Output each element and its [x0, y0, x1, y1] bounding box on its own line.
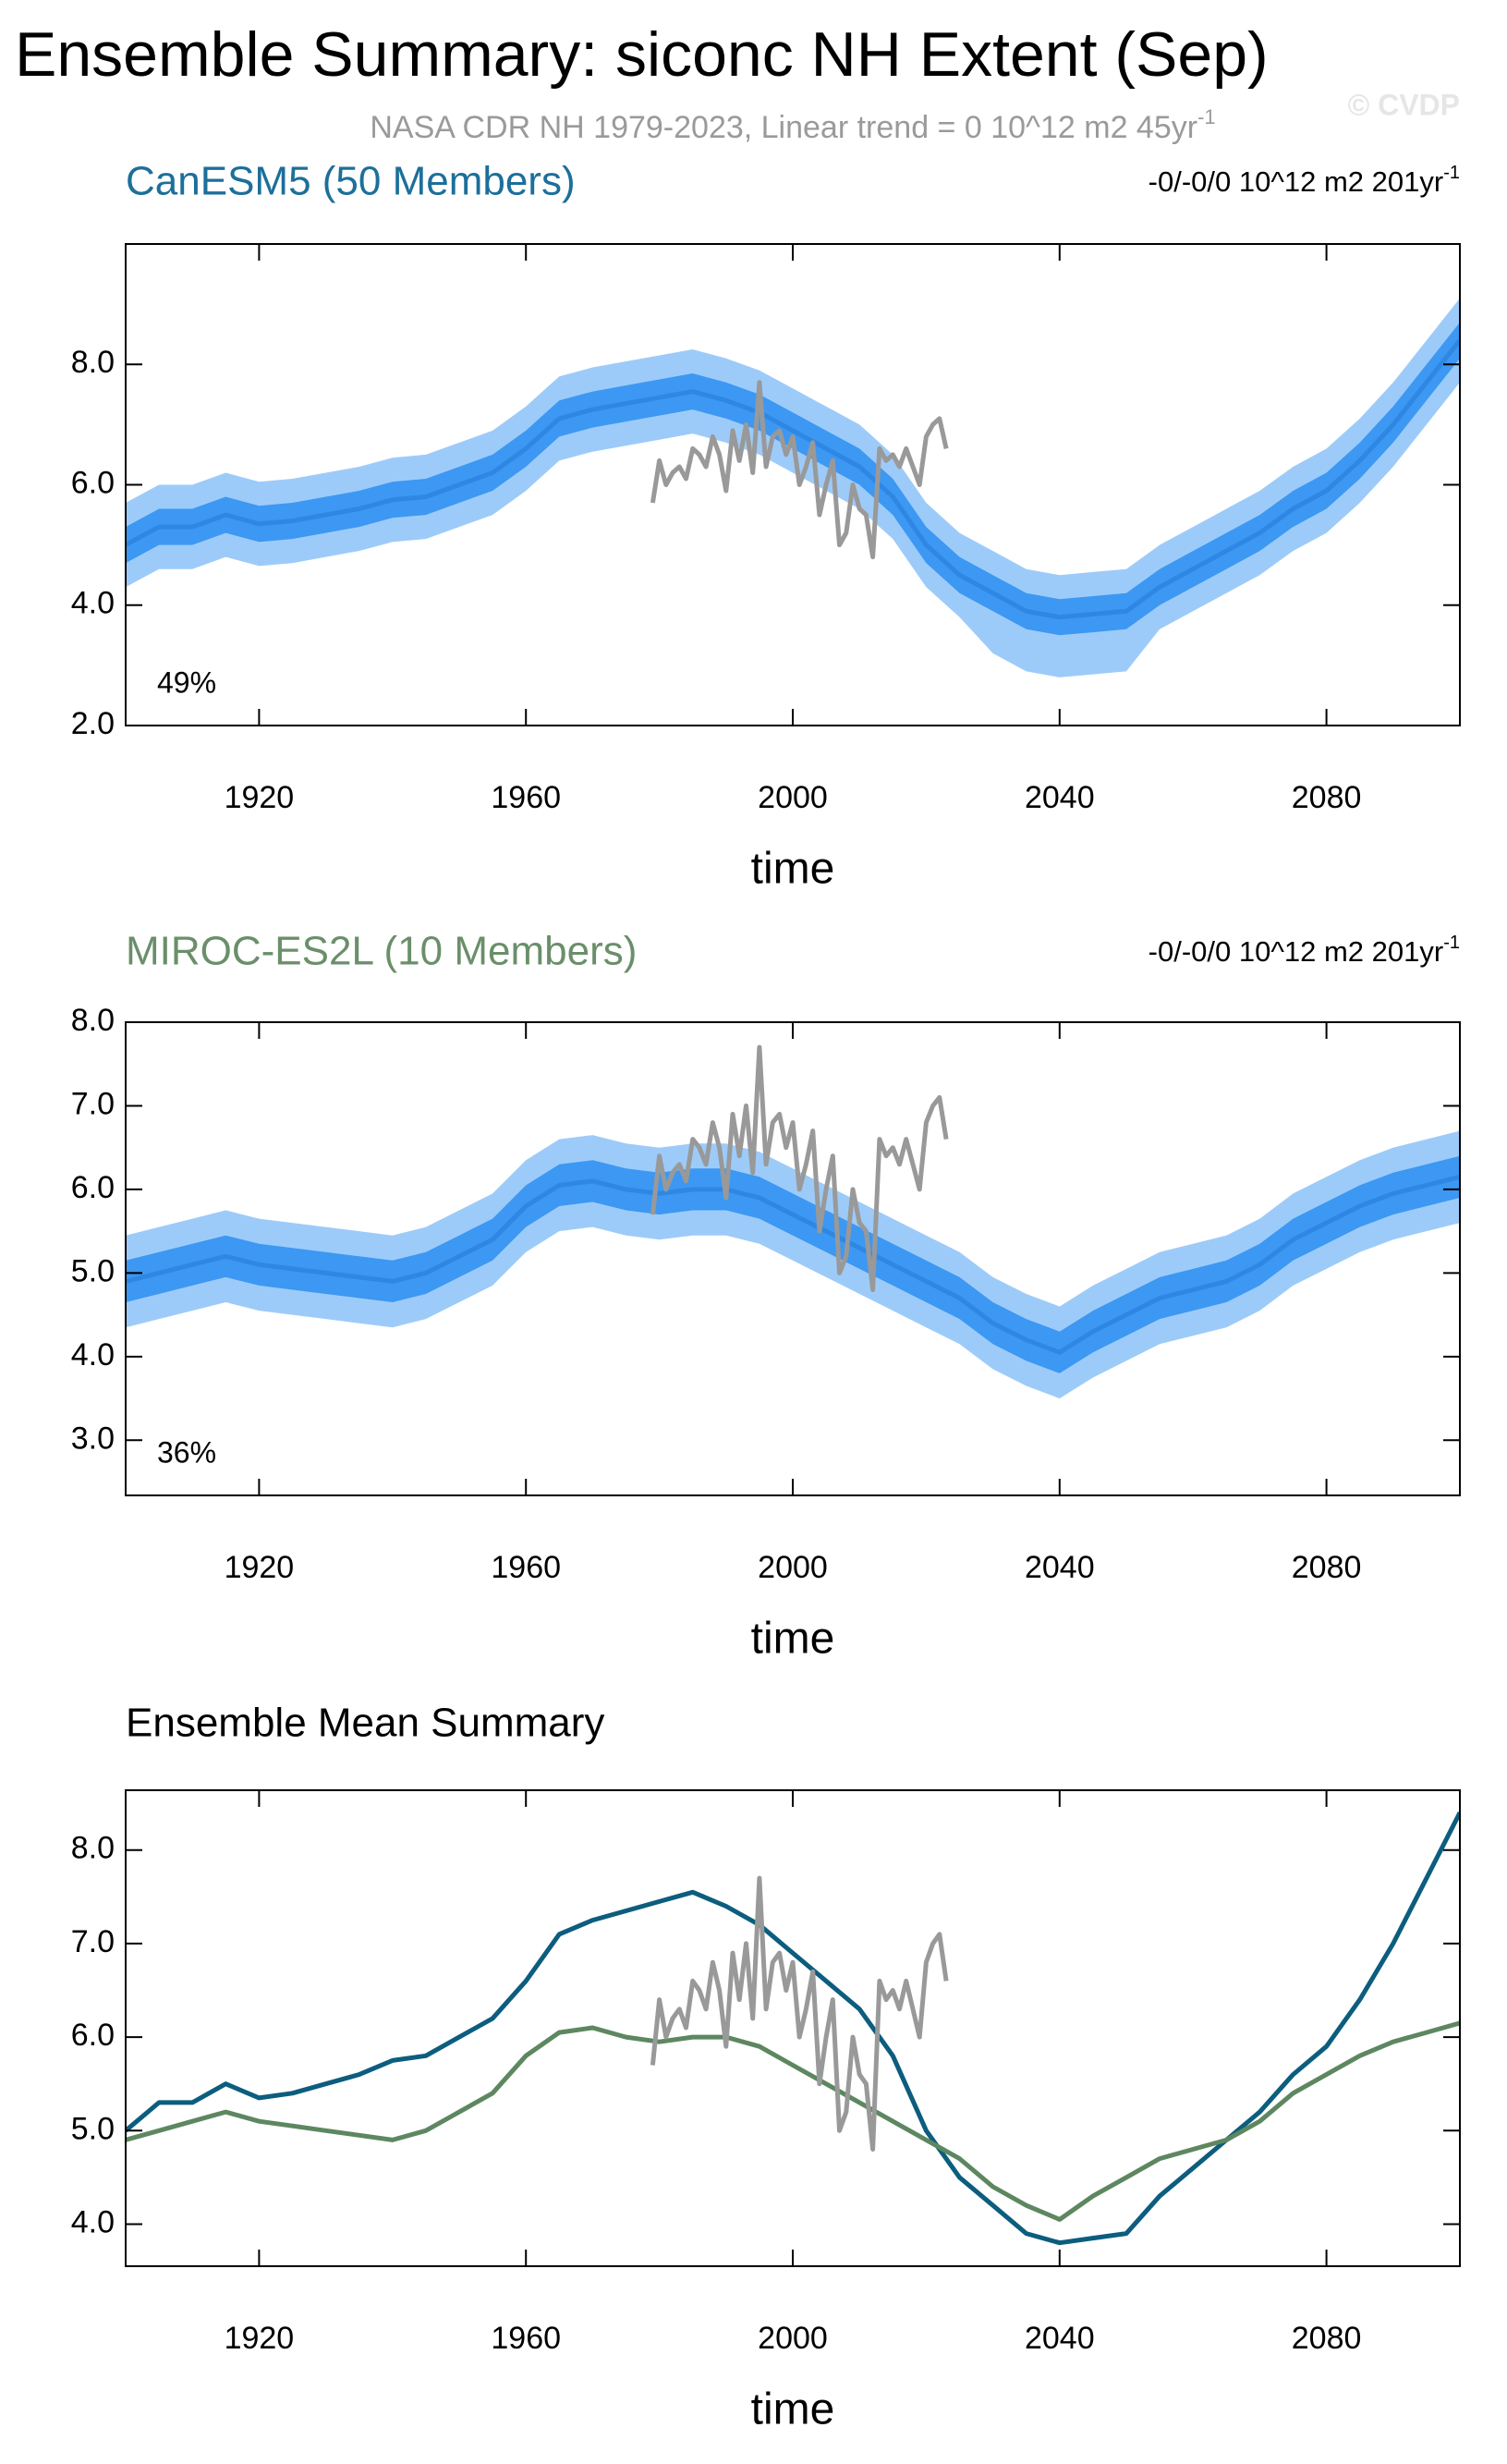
panel-trend: -0/-0/0 10^12 m2 201yr-1	[1148, 163, 1460, 198]
panel-trend-sup: -1	[1443, 163, 1460, 183]
y-tick-label: 3.0	[71, 1421, 115, 1456]
y-tick-label: 5.0	[71, 1253, 115, 1288]
series-line	[126, 338, 1460, 620]
x-tick-label: 2000	[758, 2321, 828, 2356]
series-line	[650, 1044, 949, 1292]
annotation: 36%	[157, 1435, 216, 1469]
x-axis-label: time	[751, 2385, 835, 2434]
y-tick-label: 7.0	[71, 1086, 115, 1121]
y-tick-label: 4.0	[71, 2204, 115, 2239]
x-tick-label: 1920	[225, 2321, 295, 2356]
x-tick-label: 2080	[1292, 2321, 1362, 2356]
x-tick-label: 1920	[225, 1550, 295, 1585]
spread-band	[126, 298, 1460, 677]
x-tick-label: 2000	[758, 1550, 828, 1585]
x-tick-label: 2040	[1025, 780, 1095, 815]
y-tick-label: 4.0	[71, 1337, 115, 1372]
plot-area	[126, 1044, 1460, 1399]
x-tick-label: 1960	[491, 2321, 561, 2356]
x-tick-label: 2040	[1025, 1550, 1095, 1585]
panel-trend-text: -0/-0/0 10^12 m2 201yr	[1148, 935, 1444, 968]
y-tick-label: 8.0	[71, 1831, 115, 1866]
page-title: Ensemble Summary: siconc NH Extent (Sep)	[15, 19, 1269, 90]
subtitle-sup: -1	[1197, 105, 1216, 128]
plot-area	[126, 1811, 1460, 2246]
y-tick-label: 8.0	[71, 1003, 115, 1038]
y-tick-label: 8.0	[71, 345, 115, 380]
x-tick-label: 1960	[491, 780, 561, 815]
x-axis-label: time	[751, 845, 835, 894]
series-line	[126, 1174, 1460, 1355]
series-line	[650, 380, 949, 560]
y-tick-label: 4.0	[71, 586, 115, 621]
panel-trend-sup: -1	[1443, 933, 1460, 953]
subtitle-text: NASA CDR NH 1979-2023, Linear trend = 0 …	[370, 110, 1197, 145]
y-tick-label: 6.0	[71, 2018, 115, 2053]
series-line	[126, 2020, 1460, 2222]
y-tick-label: 6.0	[71, 465, 115, 500]
x-tick-label: 2000	[758, 780, 828, 815]
x-tick-label: 1960	[491, 1550, 561, 1585]
x-tick-label: 1920	[225, 780, 295, 815]
x-axis-label: time	[751, 1615, 835, 1664]
panel-trend-text: -0/-0/0 10^12 m2 201yr	[1148, 165, 1444, 198]
spread-band	[126, 1155, 1460, 1373]
x-tick-label: 2080	[1292, 780, 1362, 815]
x-tick-label: 2040	[1025, 2321, 1095, 2356]
panel-title: MIROC-ES2L (10 Members)	[126, 929, 637, 974]
plot-area	[126, 298, 1460, 677]
y-tick-label: 7.0	[71, 1924, 115, 1959]
x-tick-label: 2080	[1292, 1550, 1362, 1585]
y-tick-label: 2.0	[71, 706, 115, 741]
panel-trend: -0/-0/0 10^12 m2 201yr-1	[1148, 933, 1460, 968]
series-line	[650, 1875, 949, 2152]
watermark: © CVDP	[1348, 88, 1460, 121]
panel-title: CanESM5 (50 Members)	[126, 159, 576, 204]
y-tick-label: 6.0	[71, 1170, 115, 1205]
subtitle: NASA CDR NH 1979-2023, Linear trend = 0 …	[370, 105, 1215, 145]
series-line	[126, 1811, 1460, 2246]
y-tick-label: 5.0	[71, 2111, 115, 2146]
panel-title: Ensemble Mean Summary	[126, 1701, 604, 1746]
annotation: 49%	[157, 665, 216, 699]
